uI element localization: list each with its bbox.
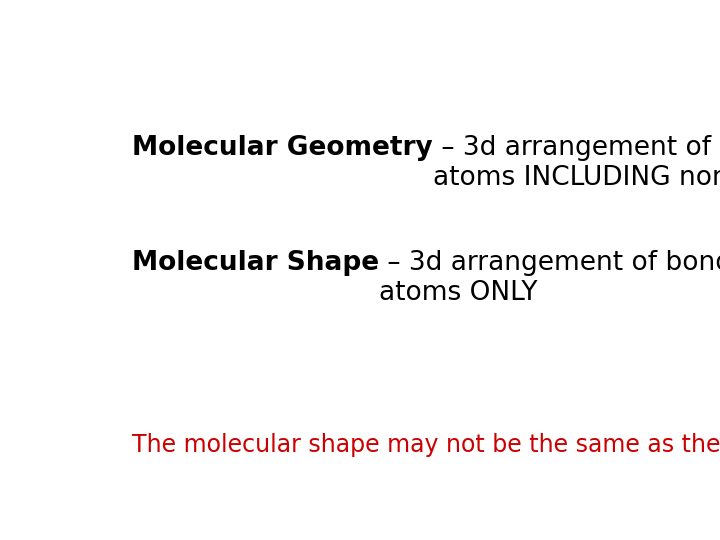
Text: – 3d arrangement of bonded
atoms INCLUDING nonbonding electron pairs: – 3d arrangement of bonded atoms INCLUDI… xyxy=(433,136,720,192)
Text: The molecular shape may not be the same as the geometry: The molecular shape may not be the same … xyxy=(132,433,720,457)
Text: Molecular Shape: Molecular Shape xyxy=(132,250,379,276)
Text: Molecular Geometry: Molecular Geometry xyxy=(132,136,433,161)
Text: – 3d arrangement of bonded
atoms ONLY: – 3d arrangement of bonded atoms ONLY xyxy=(379,250,720,306)
